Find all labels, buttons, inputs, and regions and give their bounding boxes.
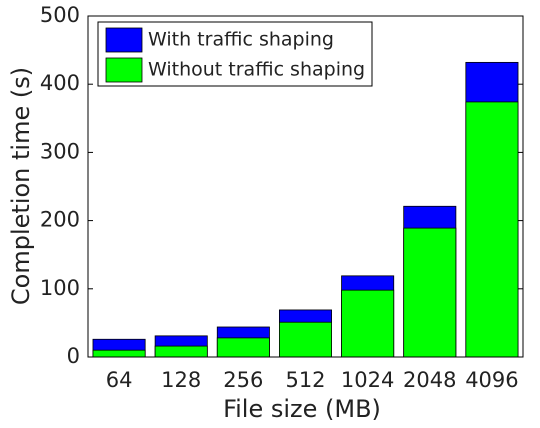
y-axis-label: Completion time (s) (7, 67, 35, 305)
y-tick-label: 300 (40, 139, 80, 163)
y-tick-label: 200 (40, 208, 80, 232)
legend-label: Without traffic shaping (148, 59, 365, 81)
bar (92, 349, 146, 358)
x-tick-label: 1024 (341, 368, 394, 392)
x-tick-label: 128 (161, 368, 201, 392)
plot-frame (87, 15, 524, 358)
bar (341, 289, 395, 358)
y-tick-label: 500 (40, 3, 80, 27)
bar (154, 345, 208, 358)
y-tick-label: 100 (40, 276, 80, 300)
legend-label: With traffic shaping (148, 29, 334, 51)
legend-box (97, 21, 373, 87)
bar (403, 227, 457, 358)
x-axis-label: File size (MB) (223, 395, 381, 423)
bar (278, 321, 332, 358)
x-tick-label: 4096 (465, 368, 518, 392)
legend-swatch (105, 27, 143, 53)
x-tick-label: 512 (285, 368, 325, 392)
x-tick-label: 2048 (403, 368, 456, 392)
x-tick-label: 256 (223, 368, 263, 392)
x-tick-label: 64 (106, 368, 133, 392)
y-tick-label: 400 (40, 71, 80, 95)
bar (216, 337, 270, 358)
y-tick-label: 0 (67, 344, 80, 368)
bar (465, 101, 519, 358)
legend-swatch (105, 57, 143, 83)
